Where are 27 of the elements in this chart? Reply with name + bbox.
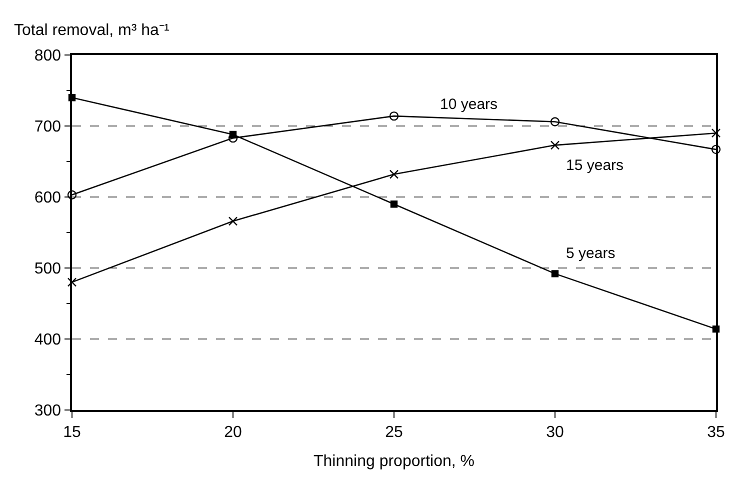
point bbox=[389, 170, 399, 179]
x-tick-label: 35 bbox=[707, 424, 725, 441]
point bbox=[711, 144, 721, 154]
x-tick-label: 15 bbox=[63, 424, 81, 441]
point bbox=[550, 140, 560, 150]
x-tick-label: 30 bbox=[546, 424, 564, 441]
y-tick-label: 400 bbox=[34, 332, 62, 349]
y-tick-label: 600 bbox=[34, 190, 62, 207]
y-tick-label: 300 bbox=[34, 402, 62, 420]
point bbox=[550, 117, 560, 126]
point bbox=[389, 111, 399, 121]
point bbox=[67, 278, 77, 287]
y-tick-label: 800 bbox=[34, 48, 62, 65]
point bbox=[228, 216, 238, 226]
y-tick-label: 500 bbox=[34, 260, 62, 278]
point bbox=[67, 190, 77, 200]
x-tick-label: 25 bbox=[385, 424, 403, 441]
x-axis-title: Thinning proportion, % bbox=[314, 453, 474, 470]
point bbox=[711, 128, 721, 138]
x-tick-label: 20 bbox=[224, 424, 242, 441]
series-label: 15 years bbox=[566, 157, 624, 174]
point bbox=[551, 270, 559, 278]
point bbox=[390, 200, 398, 208]
series-label: 10 years bbox=[440, 96, 498, 113]
series-label: 5 years bbox=[566, 245, 616, 262]
y-axis-title: Total removal, m³ ha⁻¹ bbox=[14, 22, 170, 39]
y-tick-label: 700 bbox=[34, 118, 62, 136]
